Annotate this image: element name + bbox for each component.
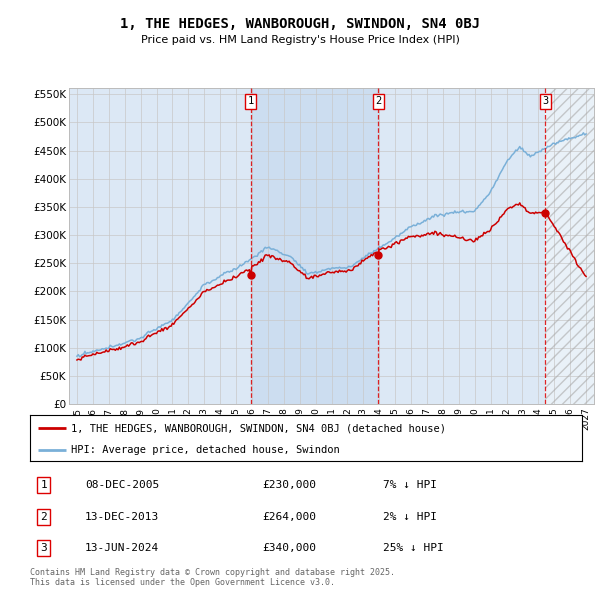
Text: 25% ↓ HPI: 25% ↓ HPI — [383, 543, 444, 553]
Text: 7% ↓ HPI: 7% ↓ HPI — [383, 480, 437, 490]
Text: 2% ↓ HPI: 2% ↓ HPI — [383, 512, 437, 522]
Text: £264,000: £264,000 — [262, 512, 316, 522]
Bar — [545, 88, 594, 404]
Text: Contains HM Land Registry data © Crown copyright and database right 2025.
This d: Contains HM Land Registry data © Crown c… — [30, 568, 395, 587]
Text: 13-JUN-2024: 13-JUN-2024 — [85, 543, 160, 553]
Text: 3: 3 — [542, 96, 548, 106]
Text: 1: 1 — [248, 96, 254, 106]
Text: £230,000: £230,000 — [262, 480, 316, 490]
Text: 2: 2 — [40, 512, 47, 522]
Text: 1, THE HEDGES, WANBOROUGH, SWINDON, SN4 0BJ: 1, THE HEDGES, WANBOROUGH, SWINDON, SN4 … — [120, 17, 480, 31]
Bar — [545, 88, 594, 404]
Text: Price paid vs. HM Land Registry's House Price Index (HPI): Price paid vs. HM Land Registry's House … — [140, 35, 460, 45]
Text: HPI: Average price, detached house, Swindon: HPI: Average price, detached house, Swin… — [71, 445, 340, 455]
Text: 1, THE HEDGES, WANBOROUGH, SWINDON, SN4 0BJ (detached house): 1, THE HEDGES, WANBOROUGH, SWINDON, SN4 … — [71, 423, 446, 433]
Bar — [251, 88, 379, 404]
Text: 08-DEC-2005: 08-DEC-2005 — [85, 480, 160, 490]
Text: 1: 1 — [40, 480, 47, 490]
Text: 2: 2 — [376, 96, 382, 106]
Text: 13-DEC-2013: 13-DEC-2013 — [85, 512, 160, 522]
Text: 3: 3 — [40, 543, 47, 553]
Text: £340,000: £340,000 — [262, 543, 316, 553]
